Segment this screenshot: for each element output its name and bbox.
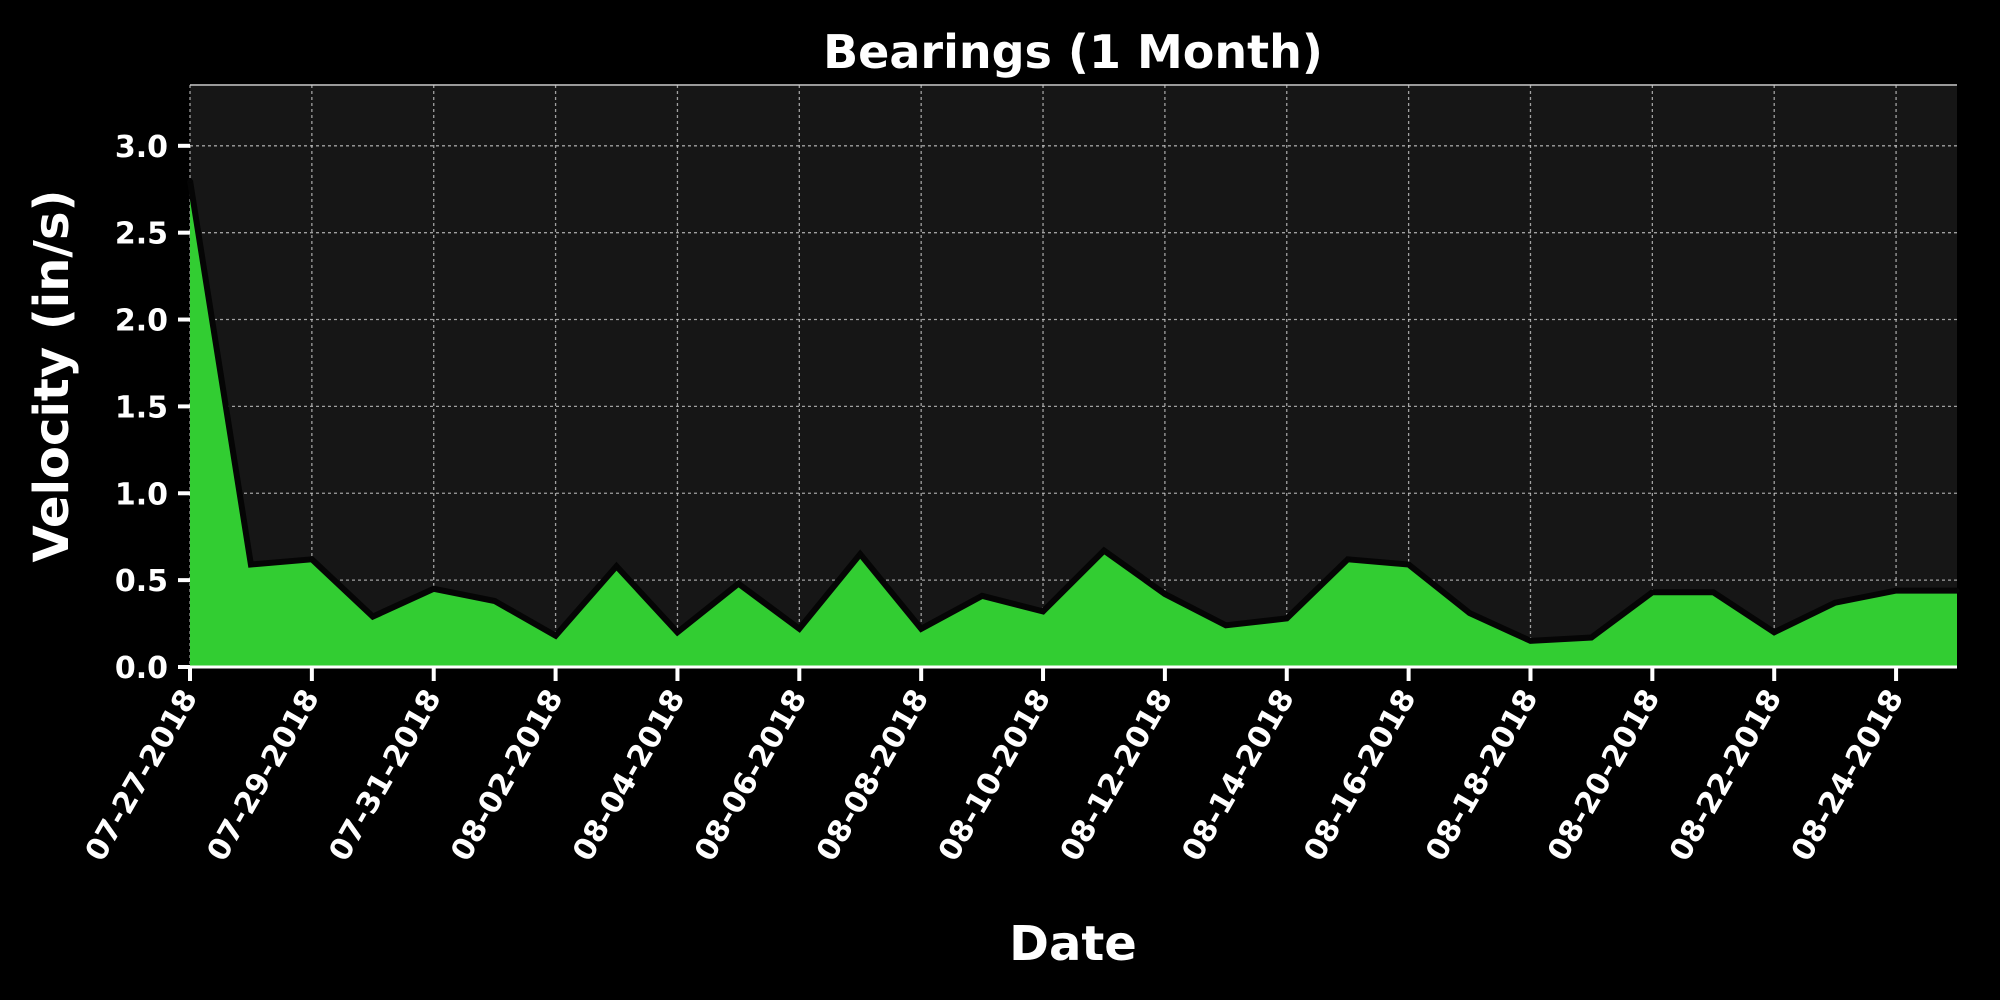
data-point [796,626,802,632]
y-tick-label: 1.5 [115,390,168,425]
data-point [979,593,985,599]
y-axis-label: Velocity (in/s) [24,190,80,563]
y-axis: 0.0 0.5 1.0 1.5 2.0 2.5 3.0 [115,130,190,686]
chart-title: Bearings (1 Month) [823,25,1323,79]
data-point [431,586,437,592]
data-point [492,598,498,604]
data-point [1649,589,1655,595]
data-point [1345,556,1351,562]
data-point [1162,591,1168,597]
data-point [370,614,376,620]
data-point [1893,588,1899,594]
velocity-area [190,180,1957,667]
plot-area [190,85,1957,667]
y-tick-label: 3.0 [115,130,168,165]
series-layer [187,178,1960,667]
data-point [1771,629,1777,635]
data-point [614,563,620,569]
data-point [1284,615,1290,621]
y-tick-label: 1.0 [115,477,168,512]
data-point [1040,608,1046,614]
data-point [309,556,315,562]
data-point [248,561,254,567]
data-point [1588,634,1594,640]
data-point [1710,589,1716,595]
data-point [553,633,559,639]
grid [189,85,1957,668]
y-tick-label: 0.5 [115,564,168,599]
data-point [674,629,680,635]
y-tick-label: 2.0 [115,304,168,339]
data-point [187,178,193,184]
velocity-line [187,180,1957,644]
data-point [735,581,741,587]
y-tick-label: 2.5 [115,217,168,252]
data-point [1223,622,1229,628]
data-point [857,551,863,557]
data-point [1467,610,1473,616]
data-point [1527,638,1533,644]
data-point [1406,561,1412,567]
data-point [1832,600,1838,606]
data-point [918,626,924,632]
data-point [1954,588,1960,594]
data-point [1101,548,1107,554]
y-tick-label: 0.0 [115,651,168,686]
x-axis-label: Date [1009,916,1137,972]
